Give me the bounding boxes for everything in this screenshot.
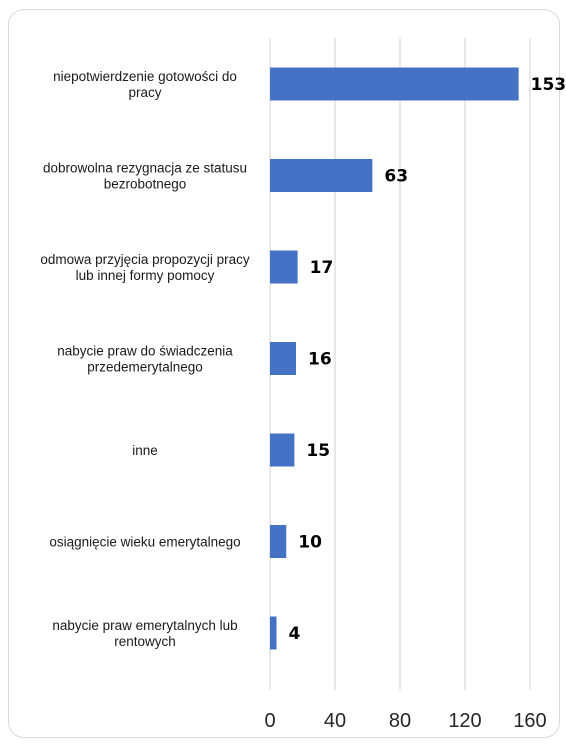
x-tick-label: 120 [448,710,481,732]
x-tick-label: 0 [264,710,275,732]
category-label-line: nabycie praw emerytalnych lub [52,618,237,633]
gridlines [269,38,531,690]
category-label-line: osiągnięcie wieku emerytalnego [49,535,240,550]
value-label: 17 [310,258,334,278]
category-label: dobrowolna rezygnacja ze statusu bezrobot… [43,161,247,192]
category-label: nabycie praw emerytalnych lub rentowych [52,618,237,649]
x-axis-ticks: 0 40 80 120 160 [264,710,546,732]
value-label: 4 [289,624,301,644]
category-labels: niepotwierdzenie gotowości do pracy dobrow… [40,69,250,649]
bar [270,525,287,558]
category-label-line: rentowych [114,634,176,649]
value-labels: 153 63 17 16 15 10 4 [289,75,566,644]
bar [270,67,519,101]
value-label: 63 [384,167,408,187]
category-label-line: odmowa przyjęcia propozycji pracy [40,252,250,267]
bar [270,433,295,467]
category-label: odmowa przyjęcia propozycji pracy lub inn… [40,252,250,283]
bar [270,342,296,375]
category-label: niepotwierdzenie gotowości do pracy [53,69,237,100]
bars [270,67,519,650]
value-label: 15 [306,441,330,461]
category-label: inne [132,443,158,458]
bar [270,250,298,284]
value-label: 16 [308,350,332,370]
category-label-line: dobrowolna rezygnacja ze statusu [43,161,247,176]
value-label: 153 [531,75,566,95]
x-tick-label: 80 [389,710,411,732]
x-tick-label: 40 [324,710,346,732]
category-label-line: inne [132,443,158,458]
category-label-line: pracy [128,85,161,100]
value-label: 10 [298,533,322,553]
category-label: nabycie praw do świadczenia przedemerytal… [57,344,233,375]
category-label-line: bezrobotnego [104,177,187,192]
category-label-line: lub innej formy pomocy [76,268,215,283]
category-label: osiągnięcie wieku emerytalnego [49,535,240,550]
category-label-line: nabycie praw do świadczenia [57,344,233,359]
x-tick-label: 160 [513,710,546,732]
category-label-line: niepotwierdzenie gotowości do [53,69,237,84]
category-label-line: przedemerytalnego [87,360,203,375]
bar [270,616,277,650]
bar [270,159,373,192]
